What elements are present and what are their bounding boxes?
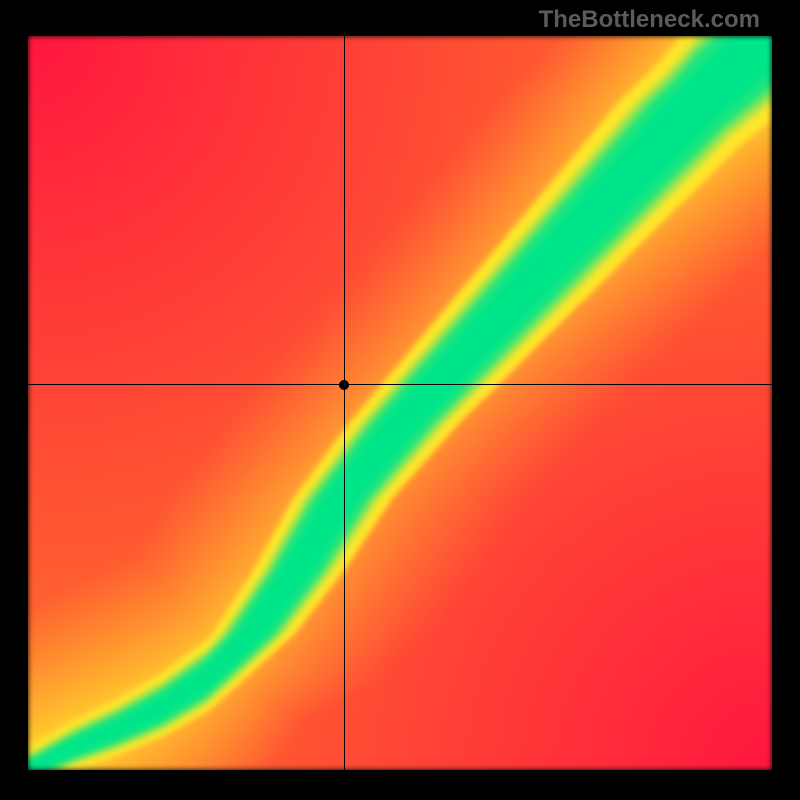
crosshair-horizontal: [28, 384, 772, 385]
marker-dot: [339, 380, 349, 390]
heatmap-canvas: [28, 36, 772, 770]
crosshair-vertical: [344, 36, 345, 770]
chart-frame: TheBottleneck.com: [0, 0, 800, 800]
watermark-text: TheBottleneck.com: [539, 6, 760, 34]
heatmap-plot: [28, 36, 772, 770]
